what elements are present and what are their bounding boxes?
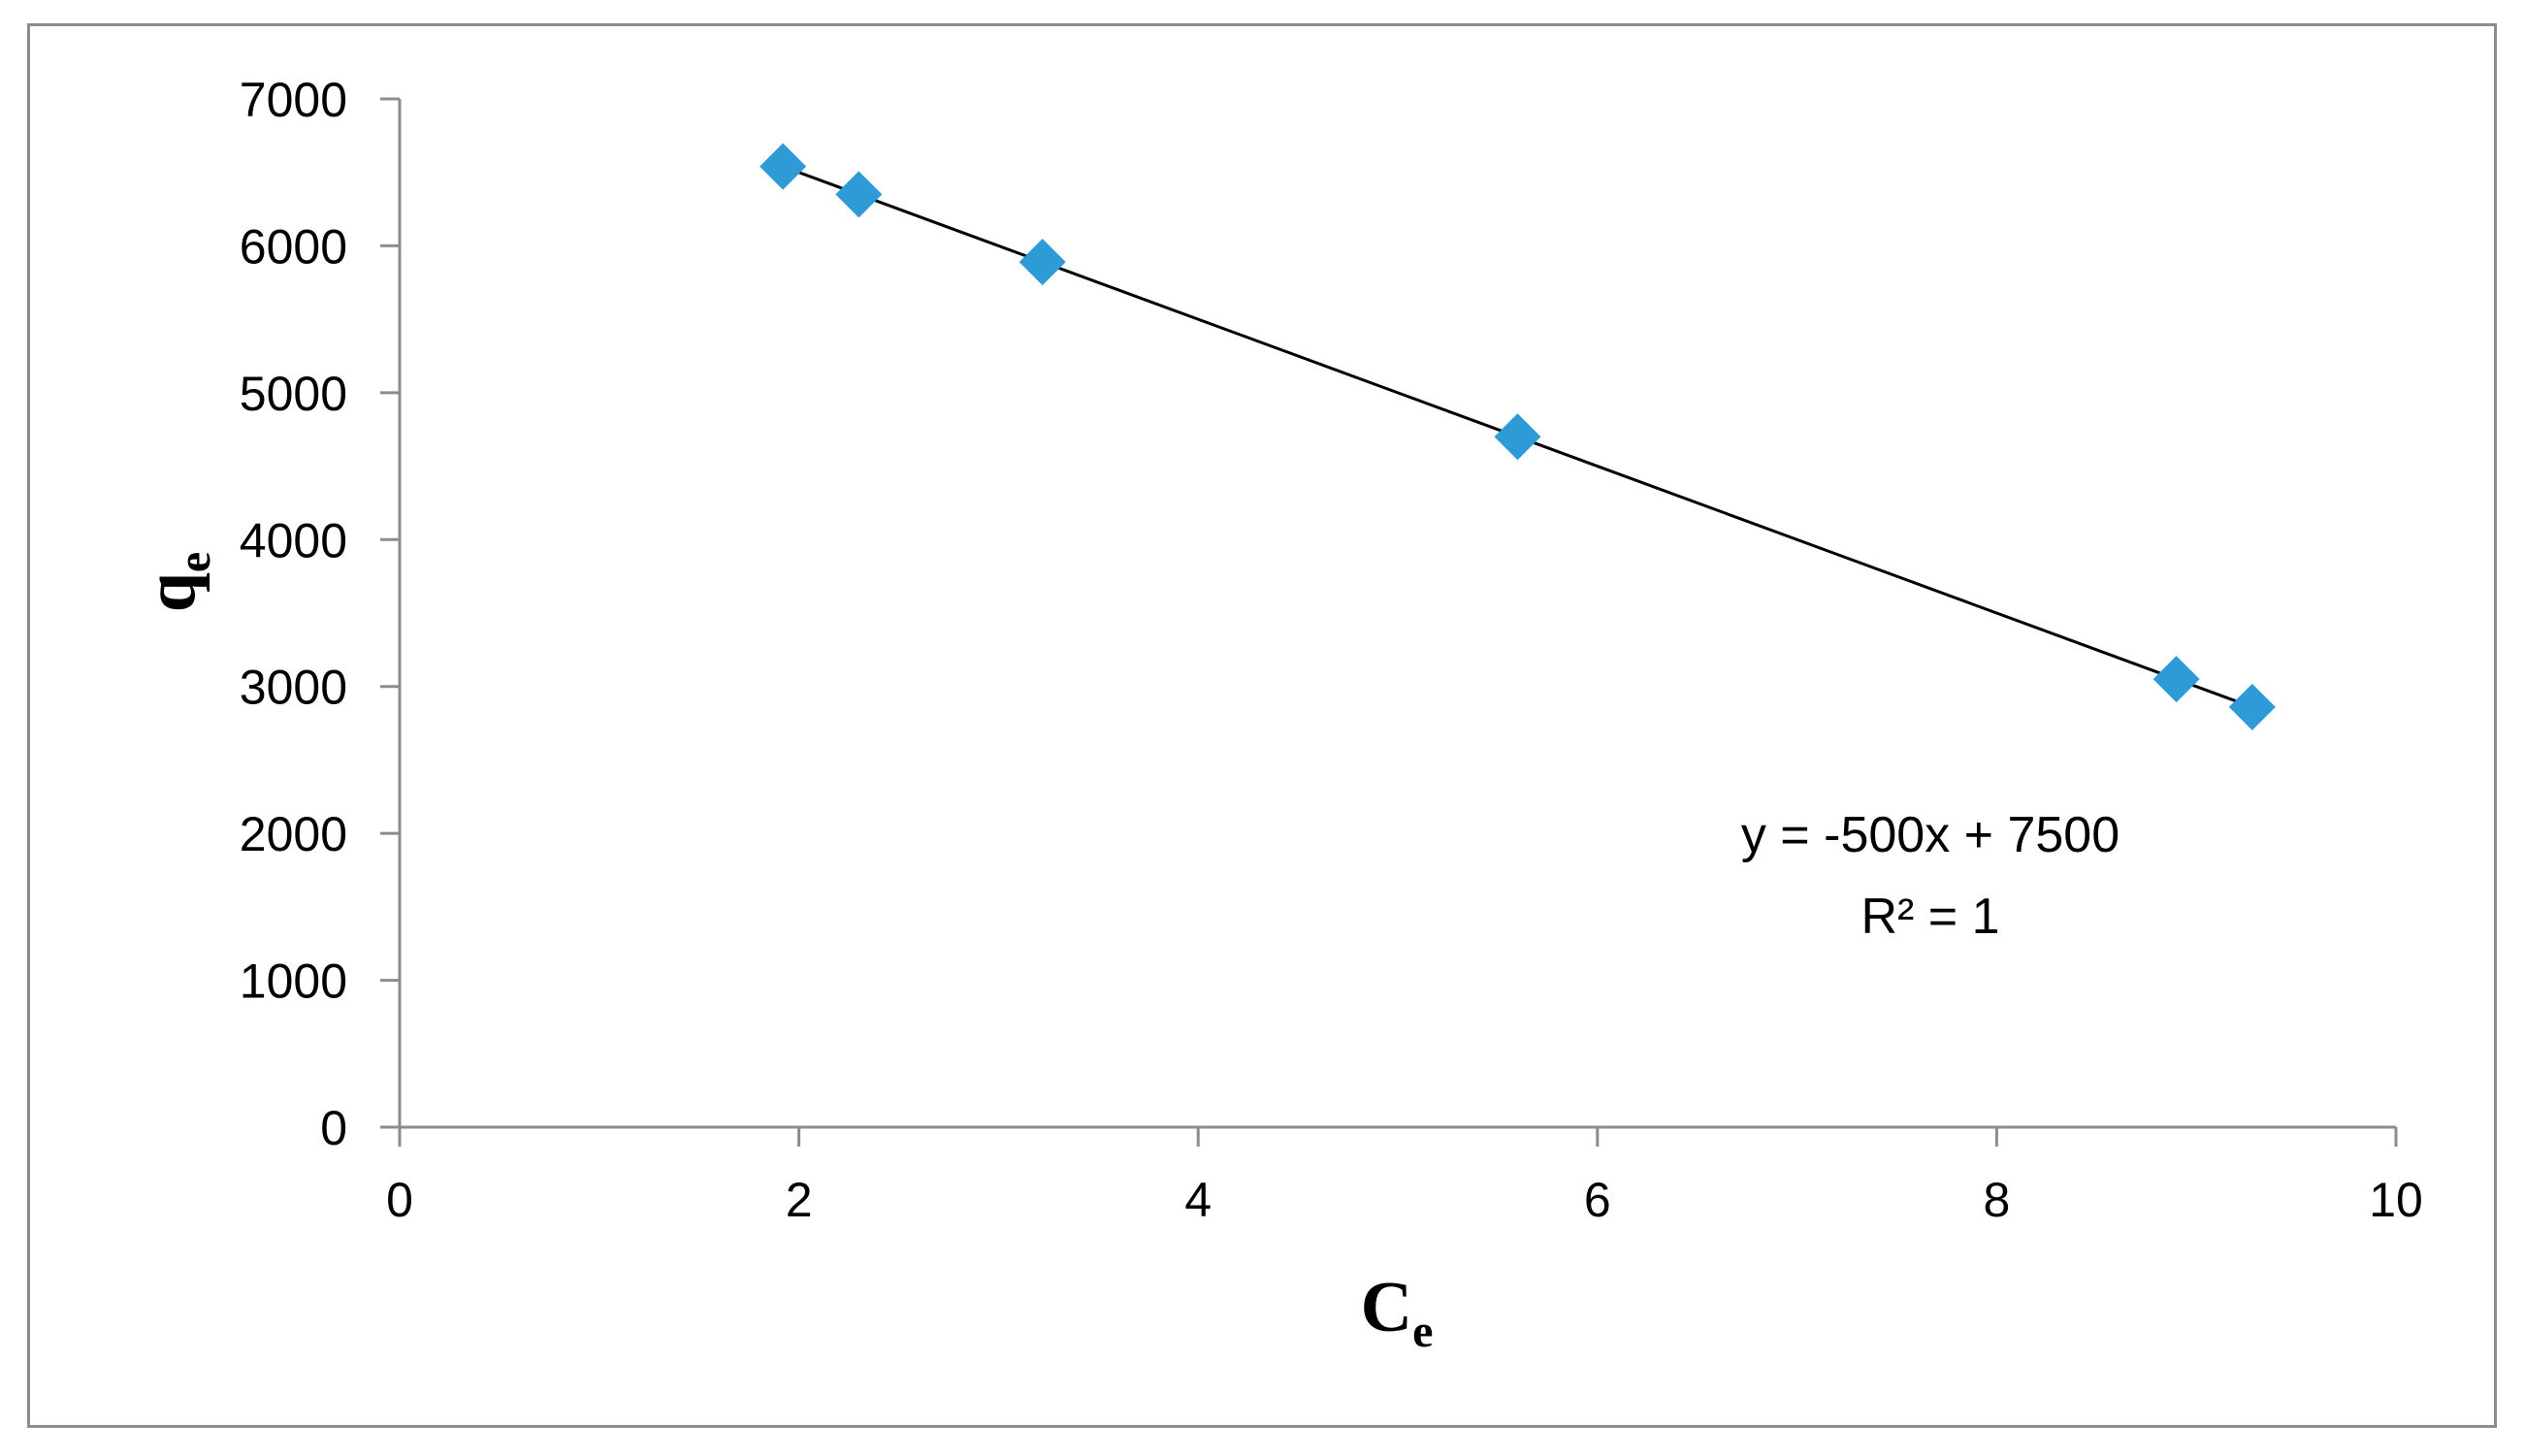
data-point bbox=[835, 171, 883, 218]
y-axis-ticks: 0 1000 2000 3000 4000 5000 6000 7000 bbox=[240, 73, 400, 1155]
y-tick-label: 4000 bbox=[240, 513, 347, 567]
y-tick-label: 5000 bbox=[240, 367, 347, 421]
x-axis-ticks: 0 2 4 6 8 10 bbox=[386, 1127, 2423, 1227]
y-tick-label: 2000 bbox=[240, 807, 347, 861]
x-axis-title-base: C bbox=[1361, 1268, 1412, 1347]
data-points bbox=[760, 143, 2276, 730]
x-tick-label: 8 bbox=[1983, 1173, 2010, 1227]
r-squared-label: R² = 1 bbox=[1861, 889, 1999, 945]
y-tick-label: 7000 bbox=[240, 73, 347, 127]
x-tick-label: 2 bbox=[786, 1173, 813, 1227]
y-tick-label: 1000 bbox=[240, 954, 347, 1009]
x-tick-label: 6 bbox=[1584, 1173, 1611, 1227]
data-point bbox=[2152, 656, 2200, 703]
data-point bbox=[1494, 413, 1541, 461]
data-point bbox=[1019, 239, 1066, 286]
data-point bbox=[760, 143, 807, 190]
y-axis-title-subscript: e bbox=[169, 552, 220, 572]
y-axis-title: qe bbox=[131, 552, 220, 612]
x-tick-label: 10 bbox=[2369, 1173, 2423, 1227]
trendline-equation: y = -500x + 7500 bbox=[1741, 807, 2120, 863]
y-tick-label: 3000 bbox=[240, 661, 347, 715]
x-tick-label: 0 bbox=[386, 1173, 413, 1227]
data-point bbox=[2228, 683, 2276, 730]
y-tick-label: 6000 bbox=[240, 219, 347, 274]
y-axis-title-base: q bbox=[131, 572, 210, 612]
x-tick-label: 4 bbox=[1184, 1173, 1212, 1227]
y-tick-label: 0 bbox=[320, 1101, 347, 1155]
chart-frame bbox=[27, 23, 2497, 1428]
x-axis-title-subscript: e bbox=[1412, 1306, 1433, 1357]
x-axis-title: Ce bbox=[1361, 1268, 1434, 1357]
